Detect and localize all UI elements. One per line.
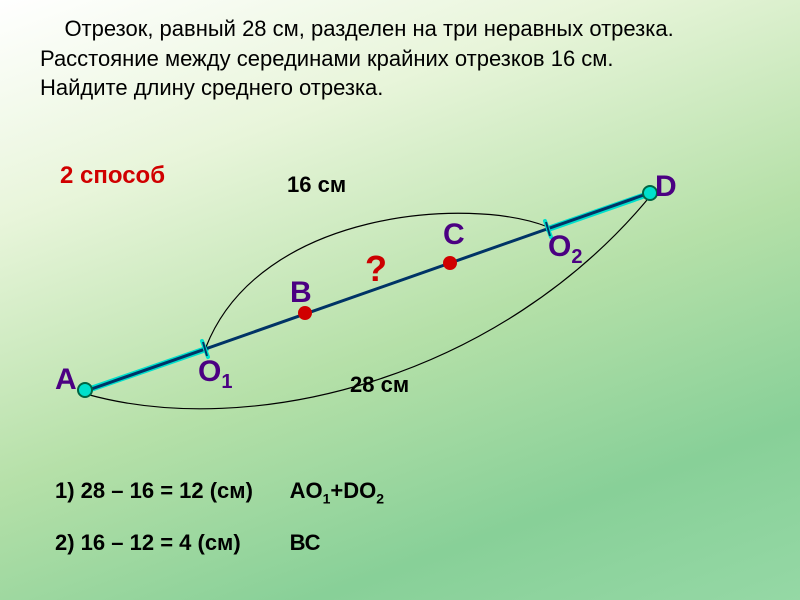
point-D-label: D xyxy=(655,170,677,204)
dim-16-label: 16 см xyxy=(287,172,346,198)
solution-step-2: 2) 16 – 12 = 4 (см) ВС xyxy=(55,530,321,556)
point-C-label: С xyxy=(443,218,465,252)
point-O1-label: О1 xyxy=(198,355,232,394)
point-B-label: В xyxy=(290,276,312,310)
point-A-label: А xyxy=(55,363,77,397)
question-mark: ? xyxy=(365,248,387,290)
solution-step-1: 1) 28 – 16 = 12 (см) AО1+DО2 xyxy=(55,478,384,506)
diagram-svg xyxy=(0,0,800,600)
point-O2-label: О2 xyxy=(548,230,582,269)
dim-28-label: 28 см xyxy=(350,372,409,398)
